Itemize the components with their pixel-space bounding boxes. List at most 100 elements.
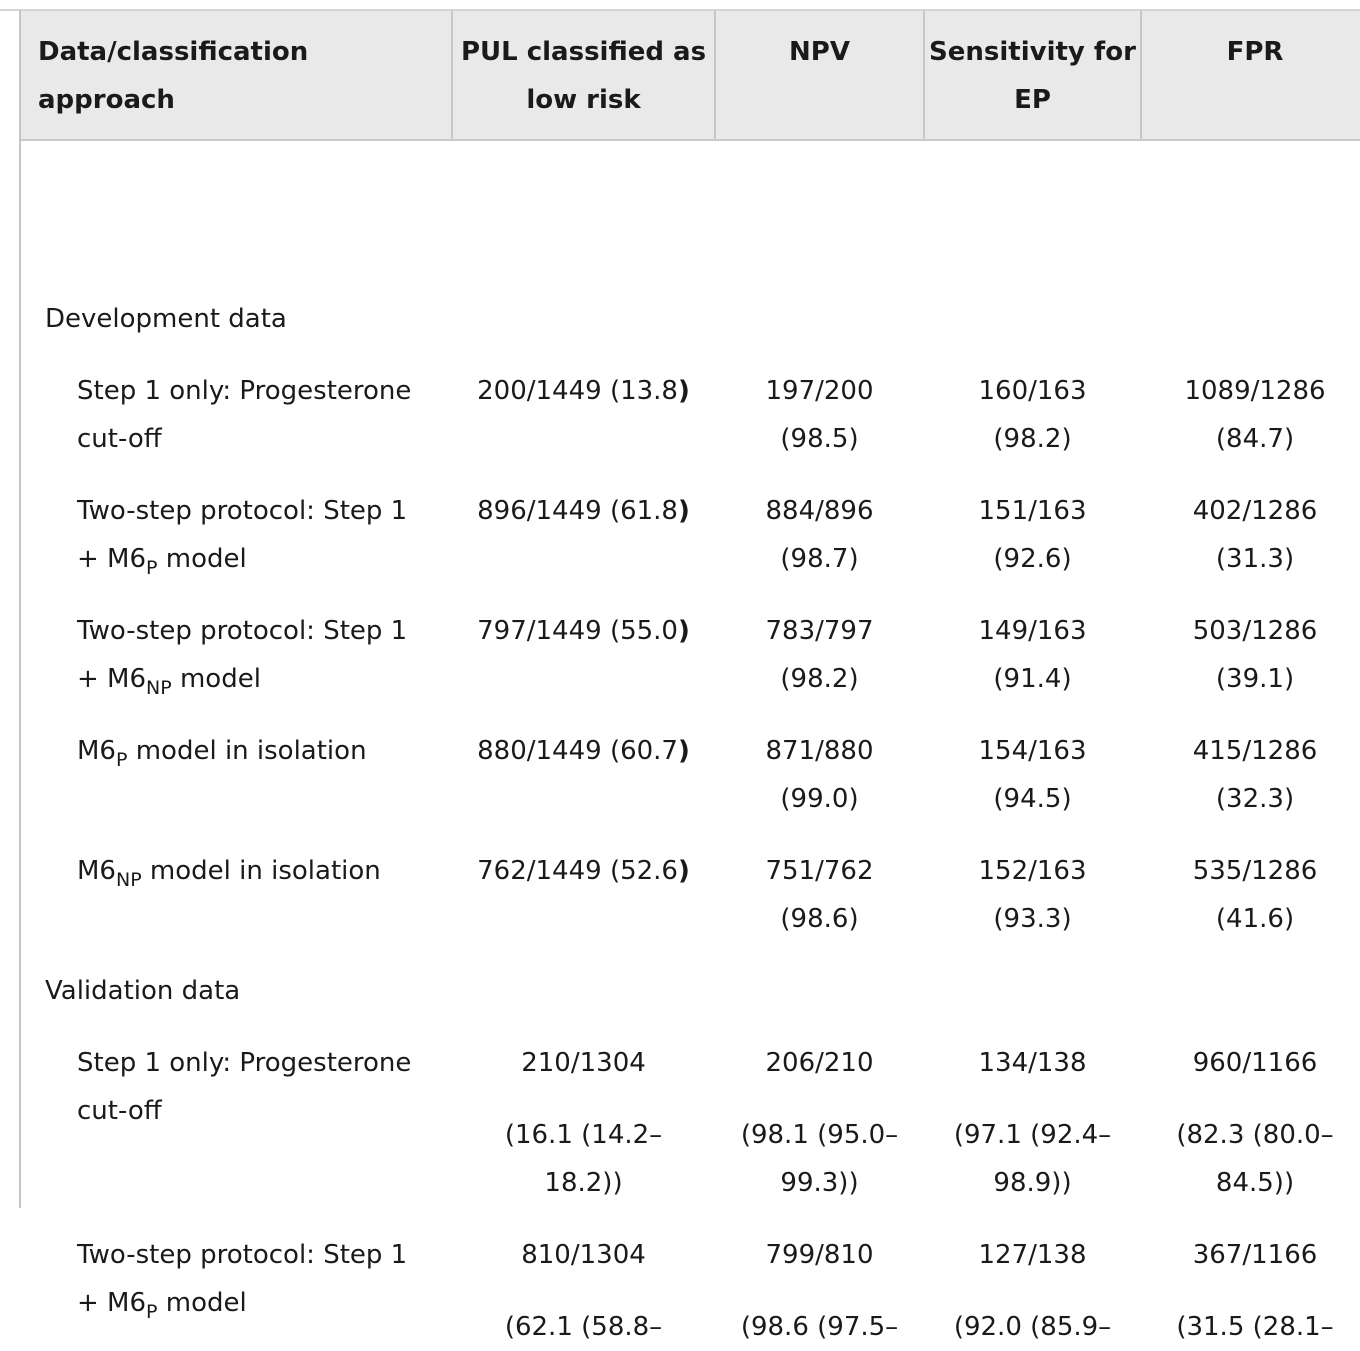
cell-npv: 751/762 (98.6) bbox=[716, 847, 923, 943]
cell-pul: 200/1449 (13.8) bbox=[453, 367, 714, 415]
header-divider bbox=[714, 11, 716, 139]
label-suffix: model bbox=[171, 664, 261, 694]
npv-count: 751/762 bbox=[765, 856, 874, 886]
pul-value: 797/1449 (55.0 bbox=[477, 616, 678, 646]
label-suffix: model in isolation bbox=[127, 736, 367, 766]
sens-count: 149/163 bbox=[978, 616, 1087, 646]
npv-pct: (98.1 (95.0– bbox=[740, 1120, 899, 1150]
header-npv: NPV bbox=[789, 37, 850, 67]
label-suffix: model bbox=[157, 544, 247, 574]
sens-count: 154/163 bbox=[978, 736, 1087, 766]
fpr-count: 415/1286 bbox=[1192, 736, 1318, 766]
row-label: Two-step protocol: Step 1 + M6P model bbox=[77, 487, 437, 585]
fpr-count: 535/1286 bbox=[1192, 856, 1318, 886]
npv-count: 206/210 bbox=[765, 1048, 874, 1078]
cell-sensitivity: 149/163 (91.4) bbox=[925, 607, 1140, 703]
sens-count: 160/163 bbox=[978, 376, 1087, 406]
label-text: M6 bbox=[77, 856, 116, 886]
cell-npv: 799/810 (98.6 (97.5– bbox=[716, 1231, 923, 1351]
sens-count: 151/163 bbox=[978, 496, 1087, 526]
table-header: Data/classification approach PUL classif… bbox=[21, 11, 1360, 141]
cell-sensitivity: 127/138 (92.0 (85.9– bbox=[925, 1231, 1140, 1351]
sens-count: 127/138 bbox=[978, 1240, 1087, 1270]
table-left-border bbox=[19, 10, 21, 1208]
label-text: Step 1 only: Progesterone cut-off bbox=[77, 1048, 412, 1126]
cell-npv: 206/210 (98.1 (95.0– 99.3)) bbox=[716, 1039, 923, 1207]
cell-sensitivity: 160/163 (98.2) bbox=[925, 367, 1140, 463]
cell-fpr: 535/1286 (41.6) bbox=[1142, 847, 1360, 943]
npv-count: 884/896 bbox=[765, 496, 874, 526]
cell-fpr: 402/1286 (31.3) bbox=[1142, 487, 1360, 583]
cell-fpr: 960/1166 (82.3 (80.0– 84.5)) bbox=[1142, 1039, 1360, 1207]
pul-close: ) bbox=[677, 496, 690, 526]
section-title-development: Development data bbox=[45, 304, 287, 334]
cell-fpr: 1089/1286 (84.7) bbox=[1142, 367, 1360, 463]
npv-pct: (99.0) bbox=[780, 784, 859, 814]
pul-pct: (16.1 (14.2– bbox=[504, 1120, 663, 1150]
npv-pct: (98.7) bbox=[780, 544, 859, 574]
header-divider bbox=[1140, 11, 1142, 139]
cell-fpr: 503/1286 (39.1) bbox=[1142, 607, 1360, 703]
sens-pct: (92.0 (85.9– bbox=[953, 1312, 1112, 1342]
npv-pct: (98.6 (97.5– bbox=[740, 1312, 899, 1342]
cell-pul: 762/1449 (52.6) bbox=[453, 847, 714, 895]
row-label: Two-step protocol: Step 1 + M6P model bbox=[77, 1231, 437, 1329]
sens-pct: (94.5) bbox=[993, 784, 1072, 814]
npv-count: 783/797 bbox=[765, 616, 874, 646]
pul-close: ) bbox=[677, 616, 690, 646]
row-label: M6P model in isolation bbox=[77, 727, 437, 777]
fpr-pct: (41.6) bbox=[1215, 904, 1295, 934]
pul-value: 880/1449 (60.7 bbox=[477, 736, 678, 766]
npv-count: 197/200 bbox=[765, 376, 874, 406]
results-table: Data/classification approach PUL classif… bbox=[21, 11, 1360, 1342]
fpr-ci: 84.5)) bbox=[1215, 1168, 1295, 1198]
cell-sensitivity: 151/163 (92.6) bbox=[925, 487, 1140, 583]
label-suffix: model bbox=[157, 1288, 247, 1318]
label-suffix: model in isolation bbox=[141, 856, 381, 886]
fpr-pct: (31.3) bbox=[1215, 544, 1295, 574]
fpr-pct: (82.3 (80.0– bbox=[1176, 1120, 1334, 1150]
label-text: Two-step protocol: Step 1 + M6 bbox=[77, 616, 408, 694]
fpr-pct: (39.1) bbox=[1215, 664, 1295, 694]
fpr-pct: (31.5 (28.1– bbox=[1176, 1312, 1334, 1342]
cell-pul: 797/1449 (55.0) bbox=[453, 607, 714, 655]
sens-pct: (91.4) bbox=[993, 664, 1072, 694]
fpr-pct: (84.7) bbox=[1215, 424, 1295, 454]
section-title-validation: Validation data bbox=[45, 976, 241, 1006]
cell-npv: 871/880 (99.0) bbox=[716, 727, 923, 823]
cell-npv: 197/200 (98.5) bbox=[716, 367, 923, 463]
fpr-count: 1089/1286 bbox=[1184, 376, 1326, 406]
pul-close: ) bbox=[677, 736, 690, 766]
fpr-count: 960/1166 bbox=[1192, 1048, 1318, 1078]
cell-sensitivity: 134/138 (97.1 (92.4– 98.9)) bbox=[925, 1039, 1140, 1207]
pul-value: 762/1449 (52.6 bbox=[477, 856, 678, 886]
row-label: Step 1 only: Progesterone cut-off bbox=[77, 367, 437, 463]
sens-pct: (93.3) bbox=[993, 904, 1072, 934]
cell-pul: 210/1304 (16.1 (14.2– 18.2)) bbox=[453, 1039, 714, 1207]
label-text: Two-step protocol: Step 1 + M6 bbox=[77, 496, 408, 574]
row-label: M6NP model in isolation bbox=[77, 847, 437, 897]
fpr-count: 367/1166 bbox=[1192, 1240, 1318, 1270]
npv-pct: (98.5) bbox=[780, 424, 859, 454]
header-divider bbox=[451, 11, 453, 139]
cell-npv: 884/896 (98.7) bbox=[716, 487, 923, 583]
pul-count: 810/1304 bbox=[521, 1240, 646, 1270]
header-divider bbox=[923, 11, 925, 139]
row-label: Two-step protocol: Step 1 + M6NP model bbox=[77, 607, 437, 705]
sens-count: 134/138 bbox=[978, 1048, 1087, 1078]
label-text: M6 bbox=[77, 736, 116, 766]
label-subscript: P bbox=[115, 749, 128, 771]
npv-pct: (98.6) bbox=[780, 904, 859, 934]
sens-count: 152/163 bbox=[978, 856, 1087, 886]
cell-pul: 880/1449 (60.7) bbox=[453, 727, 714, 775]
top-border bbox=[0, 0, 1360, 11]
cell-sensitivity: 154/163 (94.5) bbox=[925, 727, 1140, 823]
sens-pct: (92.6) bbox=[993, 544, 1072, 574]
label-text: Step 1 only: Progesterone cut-off bbox=[77, 376, 412, 454]
label-subscript: NP bbox=[146, 677, 172, 699]
npv-count: 871/880 bbox=[765, 736, 874, 766]
cell-npv: 783/797 (98.2) bbox=[716, 607, 923, 703]
pul-value: 200/1449 (13.8 bbox=[477, 376, 678, 406]
pul-count: 210/1304 bbox=[521, 1048, 646, 1078]
cell-fpr: 415/1286 (32.3) bbox=[1142, 727, 1360, 823]
